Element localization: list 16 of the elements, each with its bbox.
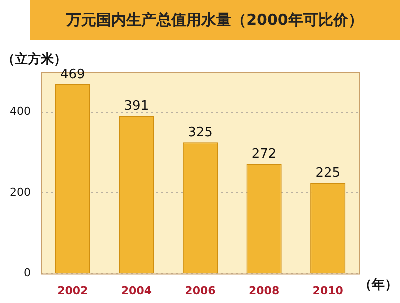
data-label: 272 <box>252 146 277 162</box>
chart-title: 万元国内生产总值用水量（2000年可比价） <box>30 0 400 40</box>
x-tick-label: 2002 <box>58 284 88 298</box>
data-label: 391 <box>124 98 150 114</box>
data-label: 325 <box>188 126 213 141</box>
y-tick-label: 0 <box>24 266 31 280</box>
x-tick-label: 2006 <box>185 284 216 298</box>
y-tick-label: 400 <box>10 105 31 118</box>
data-label: 225 <box>316 166 341 181</box>
y-tick-label: 200 <box>10 186 31 199</box>
x-tick-label: 2010 <box>312 284 344 298</box>
data-label: 469 <box>60 67 86 82</box>
x-tick-label: 2004 <box>121 284 152 298</box>
x-tick-label: 2008 <box>248 284 280 298</box>
x-axis-title: （年） <box>359 278 398 294</box>
y-axis-title: （立方米） <box>2 51 67 68</box>
